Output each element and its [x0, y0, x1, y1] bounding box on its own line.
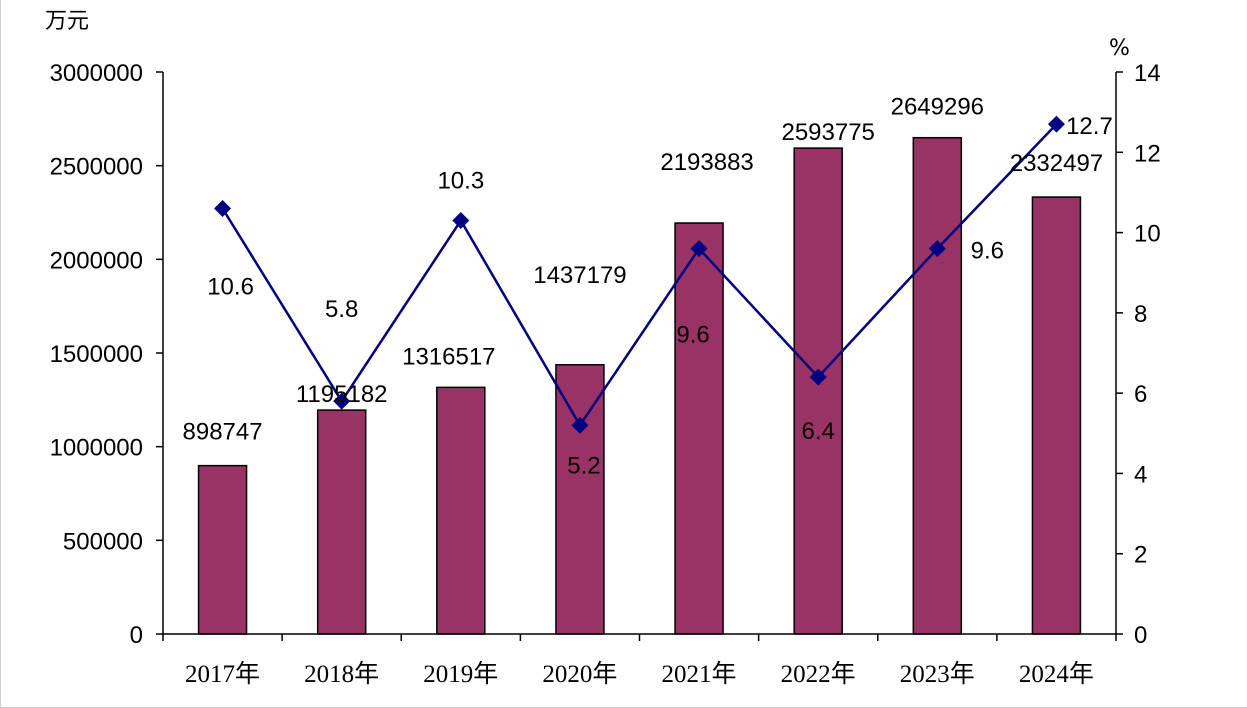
- x-tick-label: 2022年: [781, 660, 856, 688]
- bar-value-label: 2649296: [891, 94, 984, 121]
- right-tick-label: 10: [1134, 221, 1161, 248]
- bar: [316, 409, 367, 635]
- bar-value-label: 2193883: [660, 149, 753, 176]
- right-tick-label: 0: [1134, 622, 1147, 649]
- bar: [674, 222, 724, 635]
- x-tick-label: 2018年: [304, 660, 379, 688]
- left-tick-label: 1500000: [50, 341, 143, 368]
- bar-series: [197, 136, 1082, 635]
- axes: 0 500000 1000000 1500000 2000000 2500000 30000…: [50, 60, 1161, 688]
- right-axis-unit: %: [1109, 36, 1130, 61]
- line-series: [214, 115, 1065, 434]
- line-marker: [928, 240, 946, 258]
- line-value-label: 5.8: [325, 296, 358, 323]
- right-tick-label: 4: [1134, 461, 1147, 488]
- line-marker: [333, 392, 351, 410]
- left-tick-label: 1000000: [50, 435, 143, 462]
- bar-value-label: 1195182: [296, 381, 388, 408]
- line-value-label: 5.2: [567, 452, 600, 479]
- line-value-label: 12.7: [1066, 113, 1113, 140]
- bar: [912, 136, 963, 635]
- x-tick-label: 2017年: [185, 660, 260, 688]
- line-marker: [690, 240, 708, 258]
- right-tick-label: 8: [1134, 301, 1147, 328]
- left-tick-label: 2500000: [50, 154, 143, 181]
- right-tick-label: 2: [1134, 542, 1147, 569]
- data-labels: 898747 1195182 1316517 1437179 2193883 259377…: [183, 94, 1113, 480]
- bar: [197, 464, 248, 635]
- bar: [1031, 196, 1082, 635]
- line-value-label: 10.6: [207, 273, 254, 300]
- bar: [436, 386, 486, 635]
- bar-value-label: 898747: [183, 419, 263, 446]
- line-marker: [809, 368, 827, 386]
- line-marker: [452, 212, 470, 230]
- bar: [793, 147, 843, 635]
- left-tick-label: 500000: [63, 528, 143, 555]
- bar-value-label: 2593775: [781, 119, 874, 146]
- x-tick-label: 2019年: [423, 660, 498, 688]
- bar: [555, 364, 605, 635]
- x-tick-label: 2023年: [900, 660, 975, 688]
- left-tick-label: 3000000: [50, 60, 143, 87]
- right-tick-label: 12: [1134, 140, 1161, 167]
- x-tick-label: 2021年: [662, 660, 737, 688]
- line-path: [221, 123, 1058, 428]
- line-value-label: 9.6: [971, 238, 1004, 265]
- line-value-label: 6.4: [802, 418, 835, 445]
- x-tick-label: 2024年: [1019, 660, 1094, 688]
- right-tick-label: 6: [1134, 381, 1147, 408]
- bar-value-label: 1437179: [533, 262, 626, 289]
- left-tick-label: 2000000: [50, 247, 143, 274]
- left-tick-label: 0: [130, 622, 143, 649]
- line-value-label: 9.6: [676, 322, 709, 349]
- right-tick-label: 14: [1134, 60, 1161, 87]
- x-tick-label: 2020年: [542, 660, 617, 688]
- bar-value-label: 1316517: [402, 343, 495, 370]
- left-axis-unit: 万元: [45, 9, 89, 34]
- line-value-label: 10.3: [437, 168, 484, 195]
- line-marker: [571, 416, 589, 434]
- bar-value-label: 2332497: [1010, 150, 1103, 177]
- line-marker: [214, 200, 232, 217]
